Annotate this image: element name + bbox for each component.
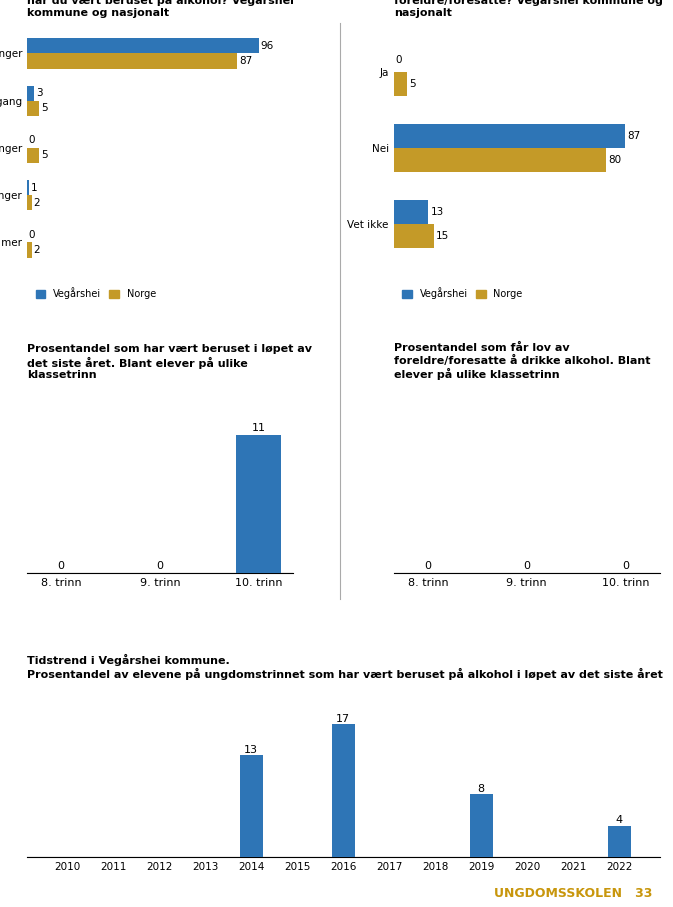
Bar	[332, 724, 355, 857]
Legend: Vegårshei, Norge: Vegårshei, Norge	[398, 284, 526, 303]
Text: UNGDOMSSKOLEN   33: UNGDOMSSKOLEN 33	[495, 887, 653, 900]
Bar	[27, 195, 32, 210]
Text: 5: 5	[41, 103, 48, 113]
Text: 0: 0	[156, 561, 164, 571]
Text: Prosentandel som får lov av
foreldre/foresatte å drikke alkohol. Blant
elever på: Prosentandel som får lov av foreldre/for…	[394, 343, 650, 380]
Text: Prosentandel som har vært beruset i løpet av
det siste året. Blant elever på uli: Prosentandel som har vært beruset i løpe…	[27, 345, 312, 380]
Text: 96: 96	[261, 41, 274, 51]
Text: 8: 8	[478, 785, 485, 795]
Text: 87: 87	[627, 131, 641, 141]
Bar	[394, 224, 433, 249]
Text: 13: 13	[431, 207, 444, 217]
Bar	[240, 756, 262, 857]
Bar	[27, 101, 39, 116]
Text: Får du lov til å drikke alkohol av dine
foreldre/foresatte? Vegårshei kommune og: Får du lov til å drikke alkohol av dine …	[394, 0, 663, 18]
Bar	[236, 435, 281, 573]
Text: 0: 0	[425, 561, 431, 571]
Text: 1: 1	[31, 182, 38, 192]
Text: 2: 2	[34, 245, 40, 255]
Text: 5: 5	[41, 151, 48, 161]
Bar	[394, 72, 407, 96]
Text: 5: 5	[409, 79, 416, 89]
Text: 0: 0	[29, 135, 36, 145]
Bar	[27, 38, 259, 54]
Bar	[27, 85, 34, 101]
Text: 0: 0	[58, 561, 65, 571]
Text: 0: 0	[622, 561, 629, 571]
Text: 17: 17	[336, 714, 350, 724]
Bar	[608, 825, 631, 857]
Text: 4: 4	[616, 815, 623, 825]
Bar	[394, 148, 606, 172]
Bar	[394, 123, 625, 148]
Bar	[27, 180, 30, 195]
Bar	[470, 795, 493, 857]
Text: Hvor mange ganger i løpet av det siste året
har du vært beruset på alkohol? Vegå: Hvor mange ganger i løpet av det siste å…	[27, 0, 301, 18]
Text: 13: 13	[244, 745, 258, 755]
Text: 0: 0	[396, 54, 402, 65]
Text: 3: 3	[36, 88, 42, 98]
Bar	[27, 242, 32, 258]
Text: Tidstrend i Vegårshei kommune.
Prosentandel av elevene på ungdomstrinnet som har: Tidstrend i Vegårshei kommune. Prosentan…	[27, 654, 663, 680]
Bar	[27, 148, 39, 163]
Text: 11: 11	[252, 424, 265, 434]
Text: 87: 87	[239, 56, 252, 66]
Text: 2: 2	[34, 198, 40, 208]
Text: 80: 80	[608, 155, 622, 165]
Text: 0: 0	[523, 561, 530, 571]
Text: 15: 15	[435, 231, 449, 241]
Text: 0: 0	[29, 229, 36, 239]
Bar	[27, 54, 237, 69]
Bar	[394, 200, 428, 224]
Legend: Vegårshei, Norge: Vegårshei, Norge	[32, 284, 160, 303]
